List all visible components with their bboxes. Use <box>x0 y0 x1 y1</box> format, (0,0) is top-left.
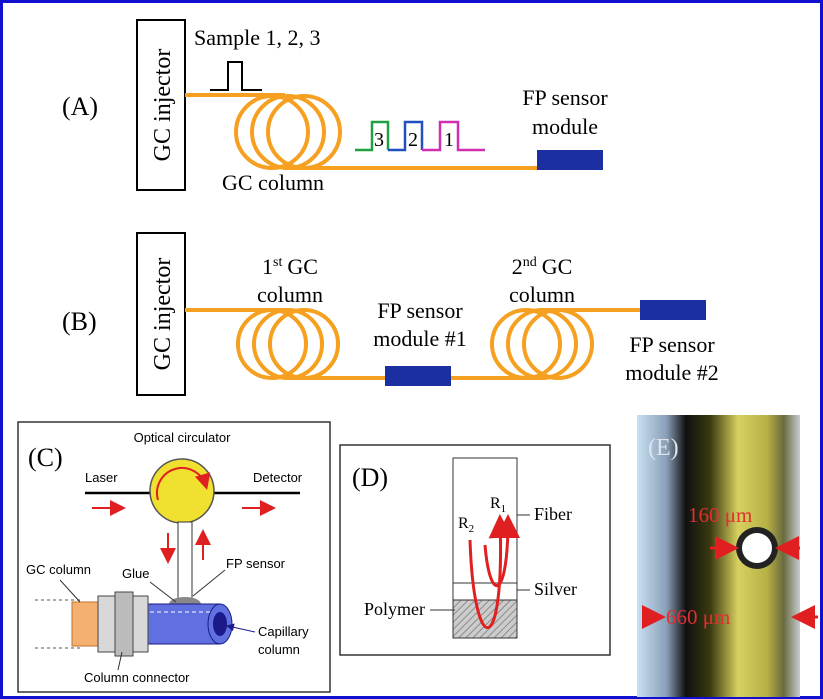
panel-label: (D) <box>352 463 388 492</box>
fiber-stem <box>178 522 192 604</box>
inner-label: 160 μm <box>688 503 752 527</box>
text: nd <box>523 255 537 270</box>
column-label: column <box>257 282 323 307</box>
silver-label: Silver <box>534 579 577 599</box>
sensor-label: module #2 <box>625 360 719 385</box>
panel-label: (A) <box>62 92 98 121</box>
glue-label: Glue <box>122 566 149 581</box>
peak-label: 3 <box>374 129 384 151</box>
connector-label: Column connector <box>84 670 190 685</box>
text: GC <box>542 254 573 279</box>
connector <box>115 592 133 656</box>
sensor-label: FP sensor <box>522 85 608 110</box>
sensor-module <box>385 366 451 386</box>
sensor-module <box>537 150 603 170</box>
peak-label: 2 <box>408 129 418 151</box>
panel-b: (B) GC injector 1st GC column 2nd GC colum… <box>62 233 719 395</box>
polymer-label: Polymer <box>364 599 425 619</box>
column-label: column <box>509 282 575 307</box>
panel-label: (E) <box>648 435 679 461</box>
sensor-label: module #1 <box>373 326 467 351</box>
injector-label: GC injector <box>150 258 176 371</box>
text: 1 <box>262 254 273 279</box>
text: R <box>458 515 469 532</box>
sensor-label: module <box>532 114 598 139</box>
panel-c: (C) Optical circulator Laser Detector GC… <box>18 422 330 692</box>
panel-e: (E) 160 μm 660 μm <box>637 415 818 697</box>
capillary-label: Capillary <box>258 624 309 639</box>
text: 2 <box>469 523 475 535</box>
figure: (A) GC injector Sample 1, 2, 3 GC column… <box>0 0 823 699</box>
laser-label: Laser <box>85 470 118 485</box>
peak-label: 1 <box>444 129 454 151</box>
detector-label: Detector <box>253 470 303 485</box>
hole <box>742 533 772 563</box>
sensor-module <box>640 300 706 320</box>
gc-column-label: GC column <box>26 562 91 577</box>
sensor-label: FP sensor <box>629 332 715 357</box>
capillary-label: column <box>258 642 300 657</box>
coil <box>492 310 592 378</box>
column-label: 1st GC <box>262 254 318 279</box>
column-label: GC column <box>222 170 324 195</box>
text: 2 <box>512 254 523 279</box>
fiber-label: Fiber <box>534 504 572 524</box>
outer-label: 660 μm <box>666 605 730 629</box>
sample-label: Sample 1, 2, 3 <box>194 25 321 50</box>
sensor-label: FP sensor <box>377 298 463 323</box>
panel-label: (C) <box>28 443 63 472</box>
coil <box>236 96 340 168</box>
panel-a: (A) GC injector Sample 1, 2, 3 GC column… <box>62 20 608 195</box>
panel-d: (D) R2 R1 Fiber Silver Polymer <box>340 445 610 655</box>
panel-label: (B) <box>62 307 97 336</box>
circulator-label: Optical circulator <box>134 430 231 445</box>
fp-sensor-label: FP sensor <box>226 556 286 571</box>
pulse <box>210 62 262 90</box>
text: 1 <box>501 503 507 515</box>
injector-label: GC injector <box>150 49 176 162</box>
capillary-bore <box>213 612 227 636</box>
coil <box>238 310 338 378</box>
text: R <box>490 495 501 512</box>
polymer <box>453 600 517 638</box>
text: st <box>273 255 282 270</box>
column-label: 2nd GC <box>512 254 573 279</box>
text: GC <box>287 254 318 279</box>
